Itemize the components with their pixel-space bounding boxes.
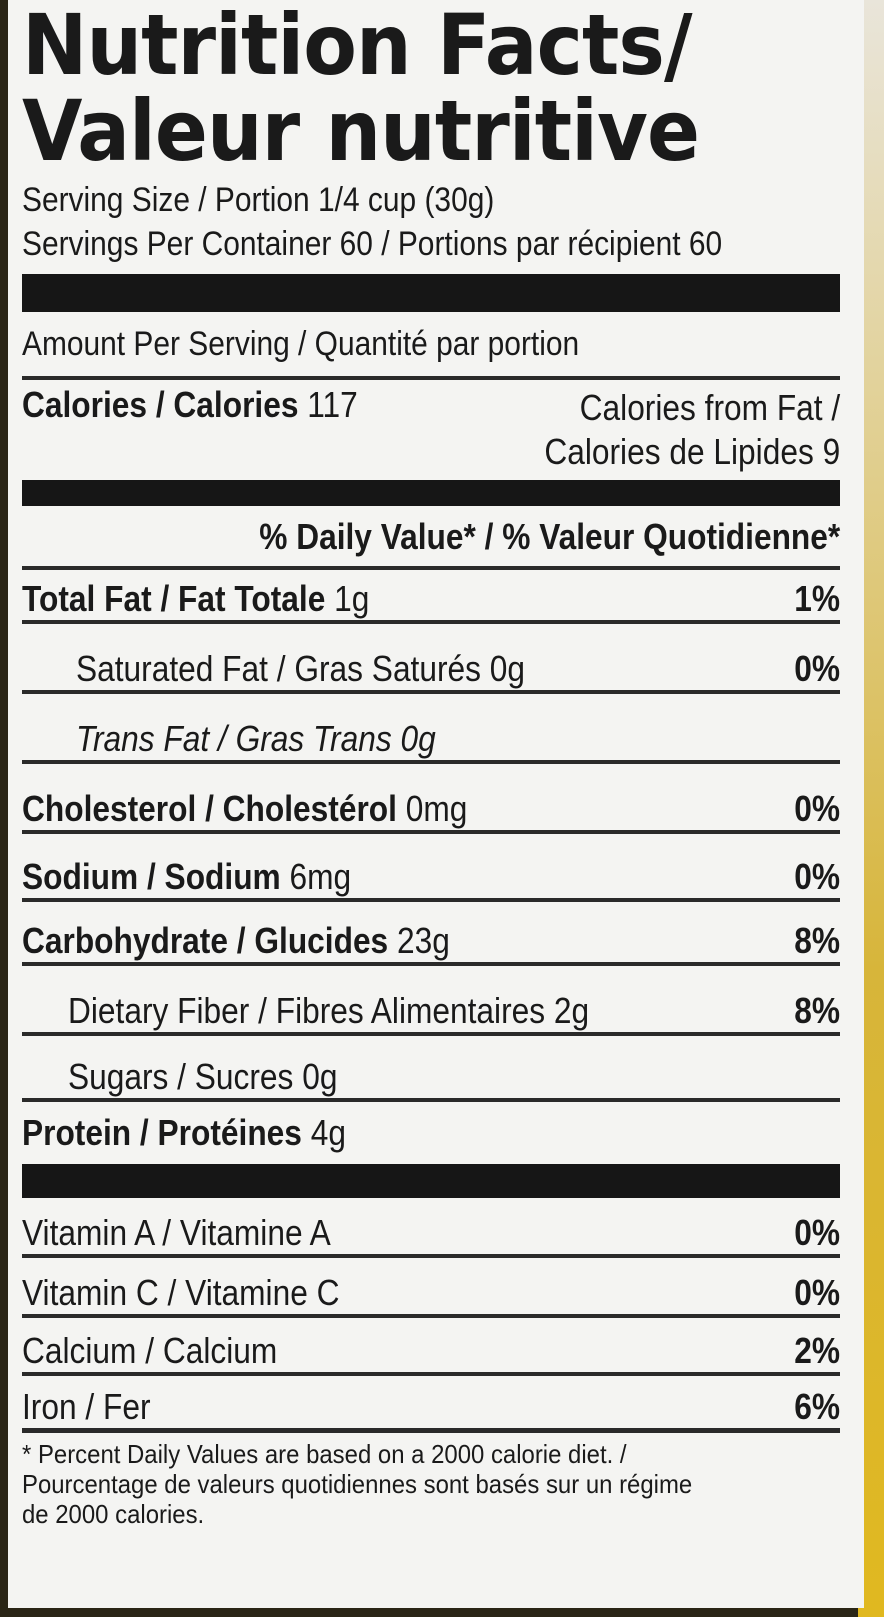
divider (22, 1314, 840, 1318)
thick-divider (22, 274, 840, 312)
vitamin-row-calcium: Calcium / Calcium 2% (22, 1330, 840, 1371)
divider (22, 566, 840, 570)
nutrient-row-trans-fat: Trans Fat / Gras Trans 0g (76, 718, 436, 759)
divider (22, 620, 840, 624)
footnote: * Percent Daily Values are based on a 20… (22, 1439, 693, 1529)
divider (22, 376, 840, 380)
serving-size: Serving Size / Portion 1/4 cup (30g) (22, 181, 495, 219)
nutrition-label: Nutrition Facts/ Valeur nutritive Servin… (8, 0, 864, 1608)
calories-label: Calories / Calories (22, 384, 299, 425)
divider (22, 1428, 840, 1433)
nutrient-row-sugars: Sugars / Sucres 0g (68, 1056, 338, 1097)
vitamin-row-a: Vitamin A / Vitamine A 0% (22, 1212, 840, 1253)
vitamin-row-iron: Iron / Fer 6% (22, 1386, 840, 1427)
nutrient-row-protein: Protein / Protéines 4g (22, 1112, 346, 1153)
divider (22, 1372, 840, 1376)
calories-from-fat-line2: Calories de Lipides 9 (544, 431, 840, 472)
nutrient-row-sodium: Sodium / Sodium 6mg 0% (22, 856, 840, 897)
title-line1: Nutrition Facts/ (22, 0, 692, 94)
nutrient-row-total-fat: Total Fat / Fat Totale 1g 1% (22, 578, 840, 619)
thick-divider (22, 1164, 840, 1198)
servings-per-container: Servings Per Container 60 / Portions par… (22, 225, 723, 263)
amount-per-serving: Amount Per Serving / Quantité par portio… (22, 325, 580, 363)
calories-row: Calories / Calories 117 Calories from Fa… (22, 380, 840, 480)
divider (22, 760, 840, 764)
nutrient-row-dietary-fiber: Dietary Fiber / Fibres Alimentaires 2g 8% (68, 990, 840, 1031)
divider (22, 1098, 840, 1102)
nutrient-row-cholesterol: Cholesterol / Cholestérol 0mg 0% (22, 788, 840, 829)
thick-divider (22, 480, 840, 506)
divider (22, 1254, 840, 1258)
title-line2: Valeur nutritive (22, 82, 700, 180)
divider (22, 830, 840, 834)
calories-from-fat-line1: Calories from Fat / (579, 387, 840, 428)
nutrient-row-saturated-fat: Saturated Fat / Gras Saturés 0g 0% (76, 648, 840, 689)
calories-value: 117 (307, 384, 358, 425)
daily-value-header: % Daily Value* / % Valeur Quotidienne* (259, 516, 840, 557)
divider (22, 962, 840, 966)
vitamin-row-c: Vitamin C / Vitamine C 0% (22, 1272, 840, 1313)
divider (22, 898, 840, 902)
divider (22, 1032, 840, 1036)
divider (22, 690, 840, 694)
nutrient-row-carbohydrate: Carbohydrate / Glucides 23g 8% (22, 920, 840, 961)
